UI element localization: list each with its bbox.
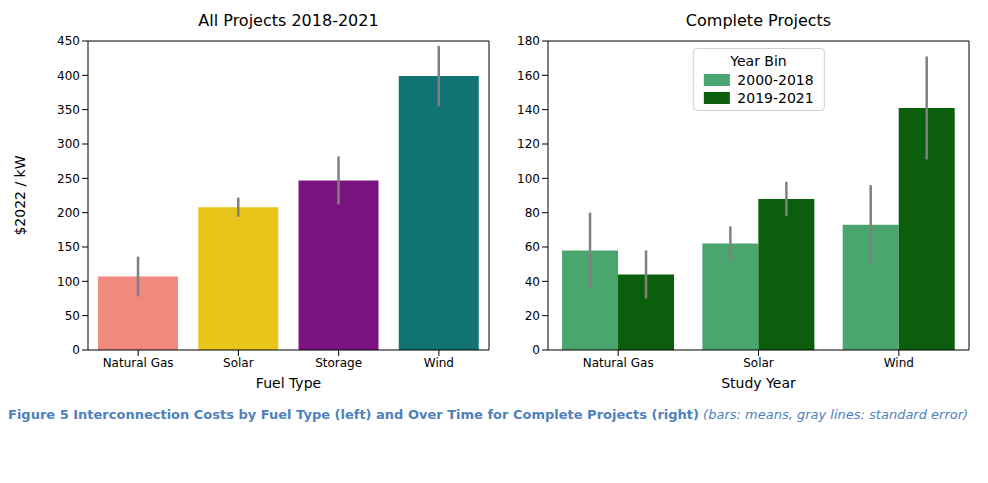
html-text:Year Bin: Year Bin [730,53,787,69]
svg-text:Study Year: Study Year [721,375,796,391]
html-text:All Projects 2018-2021: All Projects 2018-2021 [198,11,379,30]
svg-text:50: 50 [65,309,80,323]
svg-text:0: 0 [532,343,540,357]
html-text:2019-2021: 2019-2021 [737,90,814,106]
svg-text:180: 180 [517,34,540,48]
svg-text:160: 160 [517,69,540,83]
svg-text:200: 200 [57,206,80,220]
html-text:Figure 5 Interconnection Costs: Figure 5 Interconnection Costs by Fuel T… [8,407,969,422]
svg-text:400: 400 [57,69,80,83]
svg-text:Storage: Storage [315,356,362,370]
svg-text:80: 80 [525,206,540,220]
svg-text:Solar: Solar [223,356,254,370]
svg-text:60: 60 [525,240,540,254]
svg-text:Wind: Wind [884,356,914,370]
svg-text:20: 20 [525,309,540,323]
svg-text:Solar: Solar [743,356,774,370]
svg-text:250: 250 [57,172,80,186]
svg-text:450: 450 [57,34,80,48]
svg-text:300: 300 [57,137,80,151]
svg-text:40: 40 [525,275,540,289]
svg-text:140: 140 [517,103,540,117]
html-text:Complete Projects: Complete Projects [685,11,832,30]
svg-text:350: 350 [57,103,80,117]
html-text:2000-2018: 2000-2018 [737,72,814,88]
svg-text:Natural Gas: Natural Gas [103,356,174,370]
svg-text:0: 0 [72,343,80,357]
svg-text:Fuel Type: Fuel Type [256,375,321,391]
svg-text:100: 100 [517,172,540,186]
svg-text:$2022 / kW: $2022 / kW [12,155,28,235]
svg-text:Natural Gas: Natural Gas [583,356,654,370]
svg-text:Wind: Wind [424,356,454,370]
svg-text:100: 100 [57,275,80,289]
svg-text:120: 120 [517,137,540,151]
svg-text:150: 150 [57,240,80,254]
